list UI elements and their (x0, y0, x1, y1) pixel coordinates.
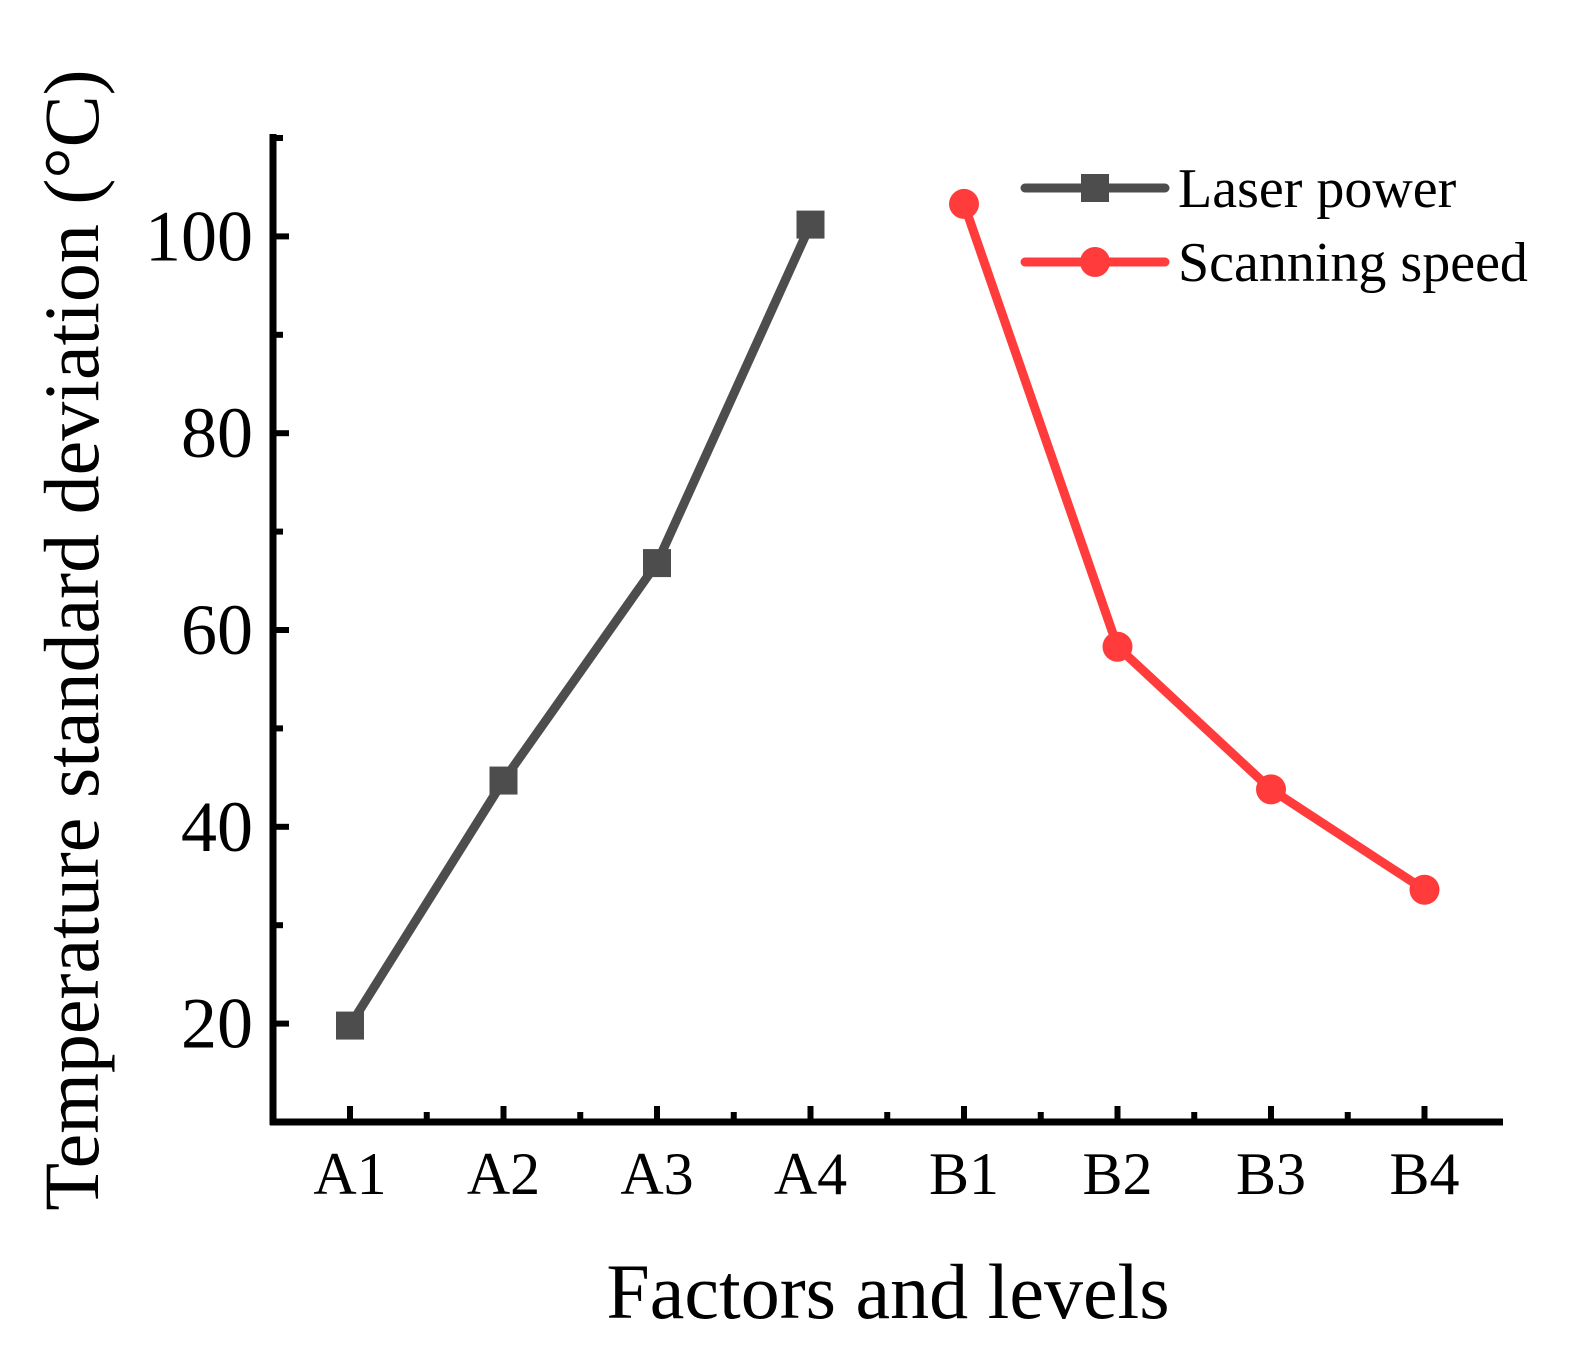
x-axis-title: Factors and levels (606, 1248, 1169, 1335)
legend-item: Scanning speed (1020, 232, 1528, 294)
y-tick-label: 80 (181, 393, 253, 473)
y-tick-label: 100 (145, 196, 253, 276)
data-point (1409, 874, 1440, 905)
x-tick-label: B4 (1389, 1141, 1459, 1207)
legend-item: Laser power (1020, 158, 1457, 220)
y-ticks: 20 40 60 80 100 (145, 135, 289, 1125)
x-tick-label: A2 (467, 1141, 540, 1207)
x-tick-label: A3 (620, 1141, 693, 1207)
series-line (346, 222, 815, 1028)
legend: Laser power Scanning speed (1020, 158, 1528, 294)
data-point (643, 549, 671, 578)
y-axis-title: Temperature standard deviation (°C) (28, 69, 115, 1210)
series-line (959, 202, 1427, 894)
x-tick-label: A1 (313, 1141, 386, 1207)
series-1 (336, 210, 825, 1040)
x-ticks: A1 A2 A3 A4 B1 B2 B3 B4 (313, 1106, 1460, 1207)
x-tick-label: B1 (929, 1141, 999, 1207)
y-tick-label: 20 (181, 984, 253, 1064)
legend-label: Scanning speed (1178, 232, 1528, 294)
data-point (796, 210, 825, 239)
legend-marker (1080, 247, 1110, 277)
legend-marker (1081, 174, 1109, 202)
legend-label: Laser power (1178, 158, 1457, 220)
x-tick-label: B2 (1082, 1141, 1152, 1207)
y-tick-label: 40 (181, 787, 253, 867)
series-layer (336, 188, 1440, 1040)
y-tick-label: 60 (181, 590, 253, 670)
data-point (1102, 631, 1133, 662)
data-point (949, 188, 979, 219)
data-point (336, 1011, 364, 1040)
series-2 (949, 188, 1440, 905)
x-tick-label: B3 (1236, 1141, 1306, 1207)
data-point (1256, 774, 1286, 805)
data-point (489, 766, 518, 795)
x-tick-label: A4 (774, 1141, 847, 1207)
